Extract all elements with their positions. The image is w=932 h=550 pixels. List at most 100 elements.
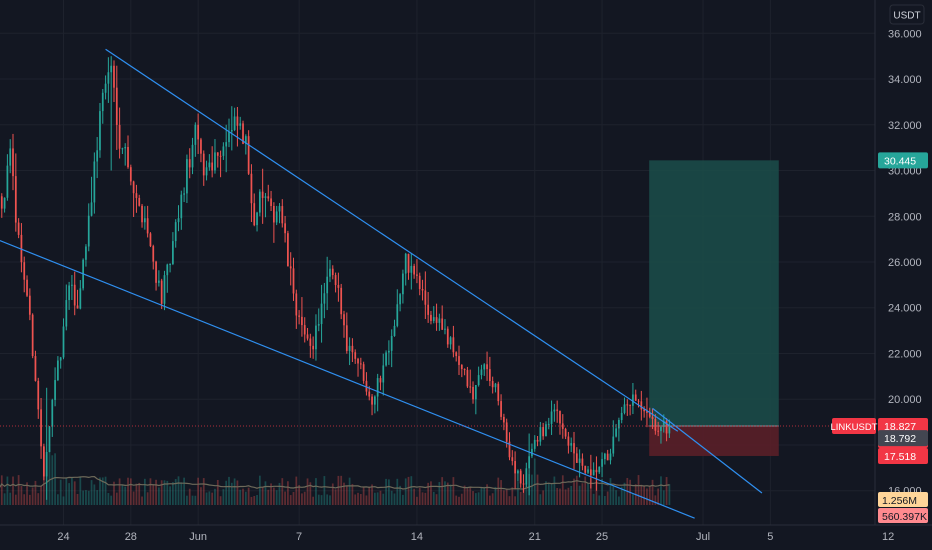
volume-bar (258, 475, 261, 505)
volume-bar (219, 496, 222, 505)
volume-bar (665, 477, 668, 505)
candle-body (528, 456, 530, 469)
volume-bar (326, 494, 329, 505)
volume-bar (118, 478, 121, 505)
volume-bar (404, 478, 407, 505)
volume-bar (211, 492, 214, 505)
volume-bar (14, 494, 17, 505)
price-tick-label: 28.000 (888, 211, 922, 223)
candle-body (233, 116, 236, 130)
grid-lines (0, 0, 889, 525)
volume-bar (309, 482, 312, 505)
candle-body (547, 423, 550, 425)
candle-body (469, 386, 472, 388)
volume-bar (505, 488, 508, 505)
candle-body (267, 196, 270, 199)
volume-bar (292, 492, 295, 505)
volume-bar (458, 496, 460, 505)
time-axis[interactable]: 24 28 Jun 7 14 21 25 Jul 5 12 (0, 524, 932, 550)
volume-bar (343, 482, 345, 505)
volume-bar (278, 482, 281, 505)
profit-zone[interactable] (649, 160, 779, 427)
candle-body (466, 370, 469, 387)
volume-bar (110, 495, 113, 505)
volume-moving-average (0, 475, 670, 490)
candle-body (348, 345, 351, 351)
volume-bar (23, 494, 26, 505)
candle-body (3, 197, 6, 209)
candle-body (646, 411, 648, 413)
volume-bar (592, 493, 595, 505)
candle-body (65, 300, 68, 327)
candle-body (444, 328, 446, 330)
candle-body (194, 124, 197, 145)
volume-bar (26, 482, 28, 505)
candle-body (480, 369, 483, 376)
candle-body (494, 383, 497, 388)
symbol-tag-label: LINKUSDT (831, 422, 878, 433)
volume-bar (668, 484, 671, 505)
candle-body (413, 265, 415, 275)
trendlines[interactable] (0, 48, 763, 519)
candle-body (230, 129, 233, 132)
volume-bar (124, 486, 127, 505)
volume-bar (284, 491, 286, 505)
volume-bar (267, 489, 270, 505)
volume-bar (365, 495, 368, 505)
candle-body (57, 360, 59, 381)
candle-body (390, 335, 393, 351)
volume-bar (452, 477, 455, 505)
volume-bar (197, 477, 200, 505)
volume-bar (250, 496, 253, 505)
volume-bar (390, 490, 393, 505)
candle-body (329, 268, 331, 277)
volume-bar (166, 480, 169, 505)
time-tick-label: 7 (296, 531, 302, 543)
candle-body (244, 136, 247, 144)
price-axis[interactable]: 36.000 34.000 32.000 30.000 28.000 26.000 24.0… (874, 0, 932, 550)
volume-bar (177, 476, 180, 505)
candle-body (564, 428, 567, 437)
volume-bar (494, 486, 497, 505)
candle-body (455, 352, 458, 357)
trendline-upper[interactable] (105, 48, 679, 432)
volume-bar (589, 478, 592, 505)
price-tick-label: 32.000 (888, 120, 922, 132)
candle-body (258, 191, 261, 213)
candle-body (9, 148, 12, 166)
candle-body (331, 268, 334, 276)
volume-bar (51, 455, 54, 505)
candle-body (620, 412, 623, 420)
candle-body (474, 385, 477, 400)
volume-bar (71, 477, 73, 505)
volume-bar (301, 493, 303, 505)
volume-bar (564, 489, 567, 505)
volume-bar (323, 476, 326, 505)
volume-bar (460, 493, 463, 505)
candle-body (37, 380, 40, 410)
candle-body (284, 223, 286, 234)
trendline-extension[interactable] (652, 407, 763, 494)
candle-body (550, 411, 553, 424)
volume-bar (511, 487, 514, 505)
volume-bar (646, 488, 648, 505)
candle-body (589, 469, 592, 476)
volume-bar (382, 493, 385, 505)
volume-bar (441, 477, 444, 505)
loss-zone[interactable] (649, 426, 779, 456)
candle-body (662, 421, 665, 427)
volume-bar (236, 480, 239, 505)
volume-bar (99, 477, 101, 505)
volume-bar (480, 487, 483, 505)
volume-bar (79, 476, 82, 505)
candle-body (169, 263, 171, 265)
currency-badge[interactable]: USDT (889, 4, 925, 25)
price-tag-value: 18.792 (884, 433, 916, 445)
trendline-lower[interactable] (0, 239, 695, 519)
volume-bar (146, 492, 149, 505)
candle-body (592, 469, 595, 476)
volume-tag: 560.397K (878, 508, 928, 523)
volume-bar (57, 494, 59, 505)
candle-body (158, 280, 160, 283)
